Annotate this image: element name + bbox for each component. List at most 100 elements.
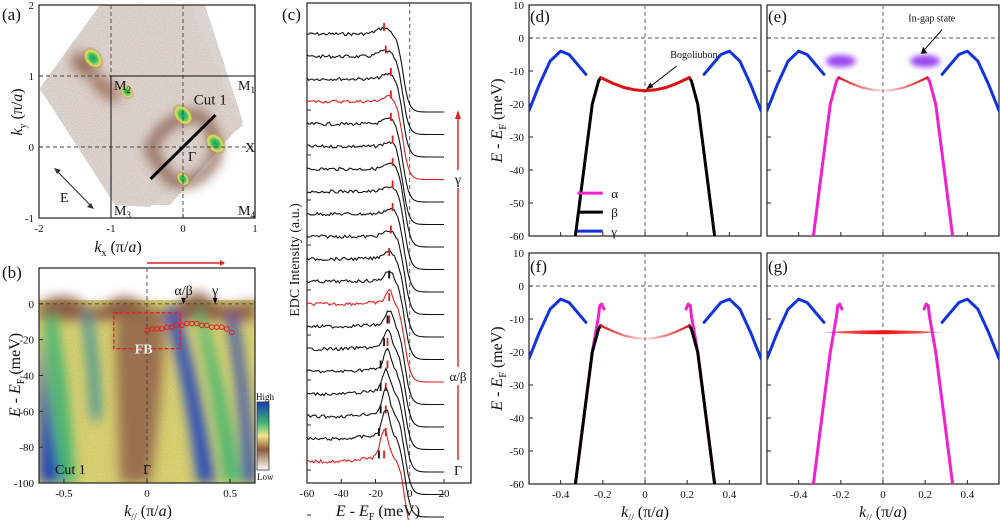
band-bogoliubon	[599, 76, 691, 93]
band-gamma	[767, 49, 826, 113]
cut-label: Cut 1	[55, 463, 86, 478]
legend-label: β	[611, 205, 618, 220]
y-tick-label: -50	[509, 198, 524, 210]
flat-band-point	[169, 324, 175, 330]
cut-label: Cut 1	[194, 92, 227, 108]
y-tick-label: -60	[19, 406, 34, 418]
y-axis-label: ky (π/a)	[9, 88, 29, 135]
y-tick-label: 0	[29, 142, 35, 154]
edc-curve	[306, 328, 444, 428]
y-tick-label: 1	[29, 71, 35, 83]
in-gap-state	[910, 55, 941, 68]
y-tick-label: -40	[509, 165, 524, 177]
edc-curve	[306, 141, 444, 226]
y-tick-label: -20	[19, 335, 34, 347]
y-tick-label: -40	[19, 371, 34, 383]
x-tick-label: -0.4	[790, 489, 808, 501]
panel-f: 10 0 -10 -20 -30 -40 -50 -60 E - EF (meV) -0.4 -0.…	[489, 248, 762, 520]
y-tick-label: -30	[509, 132, 524, 144]
flat-band-point	[223, 326, 230, 332]
y-tick-label: -100	[14, 478, 35, 490]
panel-label-d: (d)	[530, 7, 550, 26]
edc-curve	[306, 72, 444, 158]
panel-label-a: (a)	[2, 5, 21, 24]
x-axis-label: k// (π/a)	[621, 504, 669, 520]
edc-curve	[306, 428, 409, 520]
edc-curve	[306, 366, 444, 473]
edc-curve	[306, 230, 444, 316]
y-tick-label: -10	[509, 314, 524, 326]
flat-band-box	[113, 312, 181, 350]
x-tick-label: 1	[252, 223, 258, 235]
edc-curve	[306, 409, 444, 518]
edc-curve	[306, 249, 444, 338]
colorbar	[256, 401, 270, 471]
edc-curve	[306, 94, 444, 181]
band-gamma	[702, 49, 761, 113]
point-label-X: X	[245, 141, 255, 156]
point-label-M3: M3	[114, 204, 131, 220]
x-tick-label: -0.2	[594, 489, 611, 501]
x-tick-label: 0	[642, 489, 648, 501]
intensity-hotspot	[119, 84, 134, 100]
y-axis-label: E - EF (meV)	[489, 326, 509, 411]
label-bg	[451, 460, 465, 478]
panel-g: -0.4 -0.2 0 0.2 0.4 k// (π/a)	[766, 252, 1000, 520]
plot-area	[767, 49, 999, 236]
arrow-head	[87, 203, 94, 209]
x-tick-label: -60	[300, 488, 315, 500]
annotation-label: In-gap state	[908, 14, 955, 25]
y-tick-label: -60	[509, 231, 524, 243]
y-axis-label: E - EF (meV)	[7, 333, 27, 418]
band-gamma	[940, 49, 999, 113]
edc-curve	[306, 347, 444, 451]
legend-label: α	[611, 186, 618, 201]
x-tick-label: 0	[407, 488, 413, 500]
point-label-M1: M1	[238, 79, 255, 95]
x-tick-label: -0.4	[552, 489, 570, 501]
legend-label: γ	[610, 224, 617, 239]
x-tick-label: -40	[334, 488, 349, 500]
in-gap-state	[825, 55, 856, 68]
y-tick-label: 2	[29, 0, 35, 12]
x-tick-label: 0.5	[223, 488, 237, 500]
arrow-head	[920, 46, 928, 54]
panel-label-g: (g)	[768, 257, 788, 276]
panel-label-b: (b)	[2, 263, 22, 282]
intensity-hotspot	[204, 132, 227, 155]
arrow-head	[181, 297, 187, 304]
x-tick-label: 20	[439, 488, 451, 500]
x-tick-label: 0	[180, 223, 186, 235]
band-beta	[687, 324, 717, 484]
flat-band-point	[144, 327, 150, 334]
x-axis-label: k// (π/a)	[124, 503, 172, 520]
point-label-Γ: Γ	[188, 150, 196, 165]
annotation-arrow	[922, 29, 943, 52]
y-tick-label: 10	[513, 0, 525, 12]
band-alpha	[925, 76, 955, 236]
y-tick-label: 0	[29, 299, 35, 311]
arrow-head	[54, 168, 61, 174]
point-label-M2: M2	[114, 79, 131, 95]
intensity-hotspot	[82, 46, 104, 70]
x-tick-label: -0.5	[55, 488, 73, 500]
edc-curve	[306, 26, 444, 113]
edc-curve	[306, 49, 444, 136]
intensity-hotspot	[175, 171, 191, 187]
y-tick-label: -20	[509, 99, 524, 111]
flat-band-point	[179, 322, 185, 329]
polarization-arrow	[55, 169, 93, 208]
band-alpha	[811, 76, 841, 236]
band-alpha	[811, 302, 844, 484]
y-tick-label: -50	[509, 446, 524, 458]
y-tick-label: -40	[509, 413, 524, 425]
band-bogoliubon	[837, 76, 929, 92]
x-tick-label: 0	[880, 489, 886, 501]
arrow-head	[212, 297, 218, 304]
arrow-head	[220, 260, 226, 266]
arrow-head	[646, 82, 654, 90]
arrow-head	[455, 110, 461, 119]
annotation-label: Bogoliubon	[670, 50, 717, 61]
y-tick-label: 0	[519, 281, 525, 293]
